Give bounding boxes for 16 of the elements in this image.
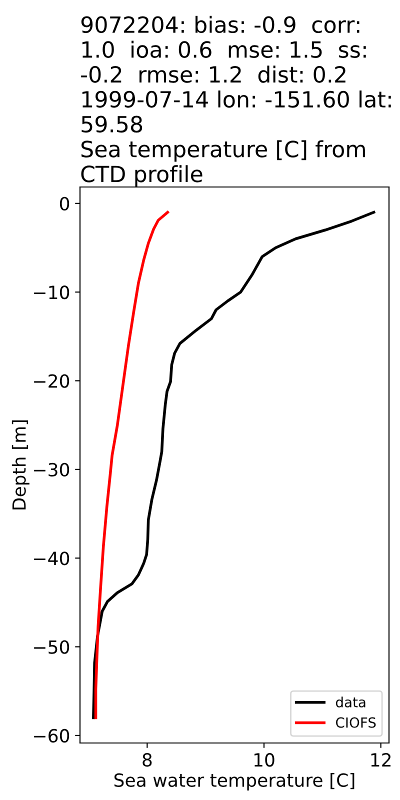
y-tick-label: 0 <box>60 196 70 211</box>
line-series <box>94 210 170 720</box>
y-tick-label: −50 <box>34 640 70 654</box>
x-axis-title: Sea water temperature [C] <box>114 772 354 790</box>
y-tick-label: −60 <box>34 728 70 743</box>
y-axis-title: Depth [m] <box>12 420 30 510</box>
x-tick-label: 12 <box>371 753 390 766</box>
legend-label: CIOFS <box>336 717 376 728</box>
y-tick-label: −40 <box>34 552 70 566</box>
y-tick-label: −30 <box>34 462 70 477</box>
y-tick-label: −20 <box>34 374 70 388</box>
y-tick-label: −10 <box>34 286 70 300</box>
x-tick-label: 8 <box>142 753 152 767</box>
legend-label: data <box>336 696 366 708</box>
chart-title: 9072204: bias: -0.9 corr: 1.0 ioa: 0.6 mse: 1.5 ss: -0.2 rmse: 1.2 dist: 0.2 1999-07-14 lon: -151.60 lat: 59.58 Sea temperature [C] from CTD profile <box>81 16 391 187</box>
x-tick-label: 10 <box>254 753 274 767</box>
